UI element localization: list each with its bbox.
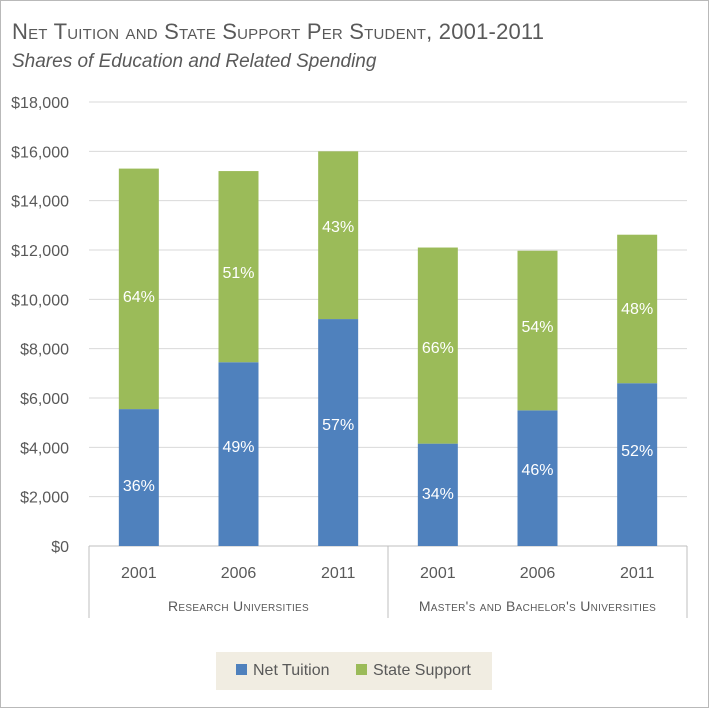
legend-item-net-tuition: Net Tuition [236, 662, 329, 680]
y-tick-label: $4,000 [20, 440, 69, 457]
data-label-state-support: 48% [621, 301, 653, 318]
y-tick-label: $18,000 [11, 95, 69, 112]
group-labels: Research Universities Master's and Bachel… [168, 598, 656, 614]
group-label: Research Universities [168, 598, 309, 614]
bar-net-tuition [417, 443, 458, 546]
chart-subtitle: Shares of Education and Related Spending [12, 51, 377, 72]
legend-swatch-net-tuition [236, 664, 247, 675]
bar-state-support [318, 151, 359, 320]
legend: Net Tuition State Support [216, 652, 492, 690]
data-label-state-support: 66% [422, 340, 454, 357]
y-tick-label: $8,000 [20, 342, 69, 359]
y-tick-label: $10,000 [11, 292, 69, 309]
x-category-label: 2006 [221, 565, 257, 582]
y-tick-label: $6,000 [20, 391, 69, 408]
legend-swatch-state-support [356, 664, 367, 675]
data-label-state-support: 51% [222, 265, 254, 282]
data-label-net-tuition: 36% [123, 478, 155, 495]
bar-state-support [218, 171, 259, 363]
bar-net-tuition [617, 383, 658, 546]
bar-net-tuition [118, 409, 159, 546]
data-label-net-tuition: 46% [521, 462, 553, 479]
y-tick-label: $2,000 [20, 490, 69, 507]
bar-state-support [118, 168, 159, 410]
y-axis-tick-labels: $0 $2,000 $4,000 $6,000 $8,000 $10,000 $12,000… [11, 95, 69, 556]
x-category-label: 2011 [620, 565, 655, 582]
data-label-net-tuition: 57% [322, 417, 354, 434]
legend-item-state-support: State Support [356, 662, 471, 680]
data-label-state-support: 43% [322, 219, 354, 236]
x-category-label: 2001 [420, 565, 456, 582]
category-labels: 2001 2006 2011 2001 2006 2011 [121, 565, 654, 582]
data-label-net-tuition: 34% [422, 486, 454, 503]
y-tick-label: $16,000 [11, 144, 69, 161]
bar-net-tuition [318, 319, 359, 546]
data-label-state-support: 54% [521, 319, 553, 336]
y-tick-label: $0 [51, 539, 69, 556]
bar-net-tuition [218, 362, 259, 546]
x-category-label: 2006 [520, 565, 556, 582]
bar-state-support [417, 247, 458, 444]
bars: 36% 64% 49% 51% 57% 43% 34% 66% 46% 54% 52% 48% [118, 151, 658, 546]
bar-net-tuition [517, 410, 558, 546]
y-tick-label: $12,000 [11, 243, 69, 260]
data-label-net-tuition: 52% [621, 443, 653, 460]
group-label: Master's and Bachelor's Universities [419, 598, 656, 614]
legend-label-state-support: State Support [373, 662, 471, 679]
data-label-net-tuition: 49% [222, 439, 254, 456]
x-category-label: 2001 [121, 565, 157, 582]
gridlines [88, 101, 688, 618]
bar-state-support [517, 250, 558, 411]
legend-label-net-tuition: Net Tuition [253, 662, 330, 679]
chart-title: Net Tuition and State Support Per Studen… [12, 19, 545, 44]
data-label-state-support: 64% [123, 289, 155, 306]
x-category-label: 2011 [321, 565, 356, 582]
bar-state-support [617, 234, 658, 384]
y-tick-label: $14,000 [11, 194, 69, 211]
